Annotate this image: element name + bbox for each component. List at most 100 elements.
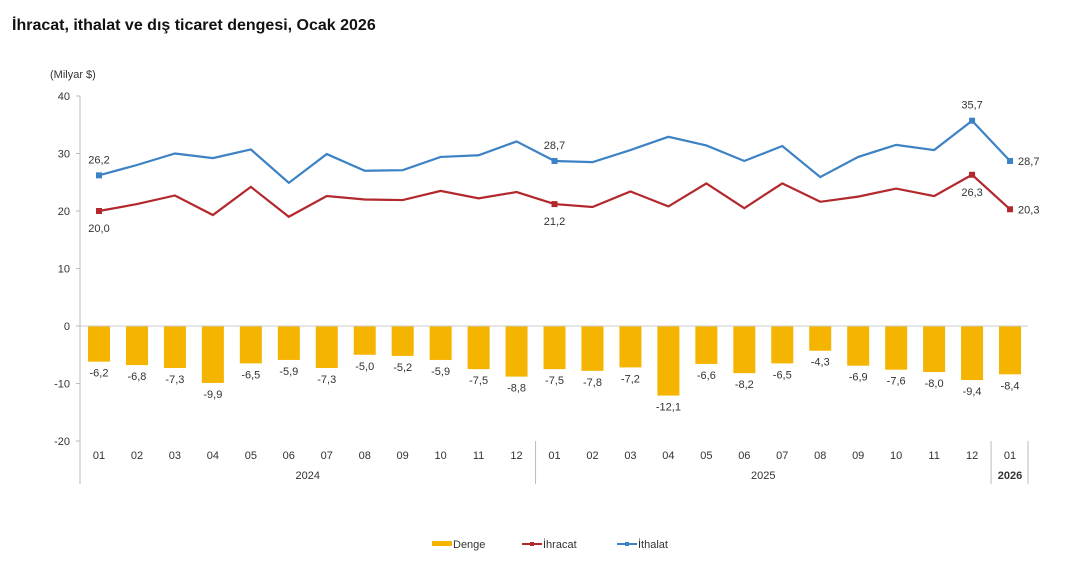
point-label-ihracat: 20,3 <box>1018 204 1039 216</box>
legend-label-ihracat: İhracat <box>543 538 577 551</box>
x-tick-label: 11 <box>928 450 939 462</box>
x-tick-label: 06 <box>738 450 750 462</box>
bar-denge <box>733 326 756 374</box>
marker-ihracat <box>96 208 102 214</box>
x-tick-label: 01 <box>1004 450 1016 462</box>
legend-marker-ithalat <box>625 542 629 546</box>
legend-label-ithalat: İthalat <box>638 538 668 551</box>
bar-label: -5,9 <box>279 366 298 378</box>
x-tick-label: 10 <box>890 450 902 462</box>
bar-label: -8,2 <box>735 379 754 391</box>
y-tick-label: -20 <box>54 436 70 448</box>
x-tick-label: 12 <box>966 450 978 462</box>
y-tick-label: -10 <box>54 379 70 391</box>
bar-label: -6,6 <box>697 370 716 382</box>
bar-denge <box>163 326 186 368</box>
x-tick-label: 08 <box>814 450 826 462</box>
bar-label: -6,5 <box>241 369 260 381</box>
bar-label: -9,4 <box>963 386 982 398</box>
bar-label: -8,0 <box>925 378 944 390</box>
marker-ihracat <box>969 171 976 178</box>
x-tick-label: 06 <box>283 450 295 462</box>
bar-denge <box>885 326 908 370</box>
marker-ithalat <box>551 157 558 164</box>
bar-label: -7,6 <box>887 376 906 388</box>
point-label-ithalat: 35,7 <box>961 100 982 112</box>
y-tick-label: 0 <box>64 321 70 333</box>
x-tick-label: 02 <box>131 450 143 462</box>
bar-label: -7,5 <box>469 375 488 387</box>
y-tick-label: 20 <box>58 206 70 218</box>
bar-label: -7,3 <box>317 374 336 386</box>
y-tick-label: 30 <box>58 149 70 161</box>
bar-label: -6,9 <box>849 372 868 384</box>
legend-marker-ihracat <box>530 542 534 546</box>
x-group-label: 2024 <box>296 470 320 482</box>
x-tick-label: 10 <box>435 450 447 462</box>
x-tick-label: 04 <box>207 450 219 462</box>
bar-label: -12,1 <box>656 402 681 414</box>
line-ihracat <box>98 173 1011 219</box>
bar-label: -8,4 <box>1001 380 1020 392</box>
bar-denge <box>695 326 718 364</box>
bar-denge <box>277 326 300 360</box>
bar-label: -6,5 <box>773 369 792 381</box>
bar-label: -7,2 <box>621 373 640 385</box>
x-tick-label: 01 <box>93 450 105 462</box>
bar-denge <box>847 326 870 366</box>
bar-label: -9,9 <box>203 389 222 401</box>
bar-denge <box>429 326 452 360</box>
marker-ithalat <box>96 172 102 179</box>
legend-swatch-denge <box>432 541 452 546</box>
bar-denge <box>125 326 148 366</box>
marker-ihracat <box>1007 206 1014 213</box>
x-tick-label: 03 <box>624 450 636 462</box>
marker-ithalat <box>1007 157 1014 164</box>
x-tick-label: 05 <box>245 450 257 462</box>
chart-title: İhracat, ithalat ve dış ticaret dengesi,… <box>12 17 376 34</box>
bar-label: -5,9 <box>431 366 450 378</box>
y-axis-label: (Milyar $) <box>50 69 96 81</box>
x-tick-label: 07 <box>321 450 333 462</box>
bar-denge <box>315 326 338 368</box>
bar-denge <box>999 326 1022 375</box>
bar-denge <box>391 326 414 356</box>
x-tick-label: 11 <box>473 450 484 462</box>
bar-label: -6,8 <box>127 371 146 383</box>
point-label-ihracat: 26,3 <box>961 187 982 199</box>
bar-denge <box>353 326 376 355</box>
bar-denge <box>961 326 984 381</box>
bar-label: -6,2 <box>90 368 109 380</box>
bar-label: -7,3 <box>165 374 184 386</box>
x-group-label: 2026 <box>998 470 1022 482</box>
point-label-ithalat: 26,2 <box>88 154 109 166</box>
point-label-ihracat: 21,2 <box>544 216 565 228</box>
bar-denge <box>581 326 604 371</box>
point-label-ithalat: 28,7 <box>544 140 565 152</box>
bar-label: -7,8 <box>583 377 602 389</box>
x-tick-label: 12 <box>510 450 522 462</box>
x-tick-label: 01 <box>548 450 560 462</box>
legend-label-denge: Denge <box>453 539 485 551</box>
x-tick-label: 08 <box>359 450 371 462</box>
bar-denge <box>239 326 262 364</box>
bar-denge <box>201 326 224 383</box>
x-tick-label: 02 <box>586 450 598 462</box>
y-tick-label: 40 <box>58 91 70 103</box>
x-tick-label: 04 <box>662 450 674 462</box>
point-label-ihracat: 20,0 <box>88 223 109 235</box>
bar-denge <box>771 326 794 364</box>
point-label-ithalat: 28,7 <box>1018 156 1039 168</box>
bar-denge <box>467 326 490 370</box>
x-tick-label: 05 <box>700 450 712 462</box>
bar-denge <box>923 326 946 372</box>
bar-label: -7,5 <box>545 375 564 387</box>
bar-denge <box>619 326 642 368</box>
bar-denge <box>543 326 566 370</box>
bar-label: -5,0 <box>355 361 374 373</box>
bar-denge <box>88 326 110 362</box>
x-tick-label: 07 <box>776 450 788 462</box>
x-tick-label: 09 <box>852 450 864 462</box>
bar-denge <box>657 326 680 396</box>
marker-ihracat <box>551 201 558 208</box>
